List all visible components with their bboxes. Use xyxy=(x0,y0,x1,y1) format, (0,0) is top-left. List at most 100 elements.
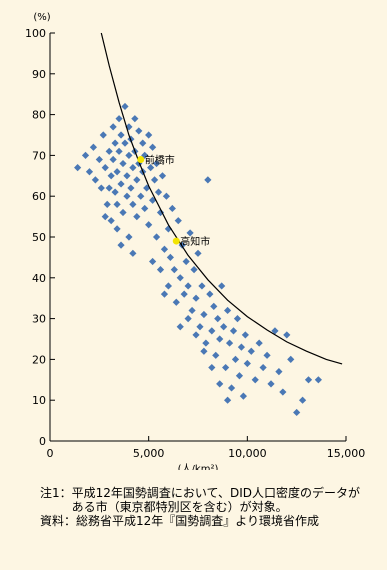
chart-canvas: 0 10 20 30 40 50 60 70 80 90 100 0 5,000 10,000 15,000… xyxy=(25,12,365,470)
scatter-point xyxy=(225,339,234,347)
highlight-point xyxy=(172,237,180,245)
scatter-point xyxy=(255,339,263,347)
scatter-point xyxy=(133,213,141,221)
y-tick-label: 90 xyxy=(32,68,46,81)
y-tick-label: 10 xyxy=(32,394,46,407)
scatter-point xyxy=(74,164,82,172)
scatter-point xyxy=(89,143,98,151)
note-1: 注1： 平成12年国勢調査において、DID人口密度のデータがある市（東京都特別区… xyxy=(40,486,370,514)
scatter-point xyxy=(95,155,103,164)
x-tick-label: 10,000 xyxy=(228,447,267,460)
data-points xyxy=(74,102,322,417)
scatter-point xyxy=(224,306,232,315)
scatter-point xyxy=(117,131,125,139)
scatter-point xyxy=(162,192,171,200)
source-label: 資料： xyxy=(40,514,77,528)
scatter-point xyxy=(174,217,182,225)
scatter-point xyxy=(107,217,115,225)
scatter-point xyxy=(283,331,291,339)
x-tick-label: 15,000 xyxy=(327,447,366,460)
scatter-point xyxy=(206,290,214,298)
source-note: 資料： 総務省平成12年『国勢調査』より環境省作成 xyxy=(40,514,370,528)
scatter-point xyxy=(275,368,283,376)
scatter-point xyxy=(109,123,117,131)
scatter-point xyxy=(129,249,137,257)
scatter-point xyxy=(131,115,139,123)
scatter-point xyxy=(91,176,99,184)
scatter-point xyxy=(227,384,236,392)
scatter-point xyxy=(247,347,255,355)
scatter-point xyxy=(166,253,174,261)
scatter-point xyxy=(176,323,184,331)
scatter-point xyxy=(119,208,127,217)
scatter-point xyxy=(298,396,307,404)
scatter-point xyxy=(204,176,212,184)
scatter-point xyxy=(216,335,224,343)
scatter-point xyxy=(158,172,167,180)
scatter-point xyxy=(170,266,178,274)
scatter-point xyxy=(115,115,123,123)
scatter-point xyxy=(160,245,169,253)
scatter-point xyxy=(263,351,271,359)
y-tick-label: 40 xyxy=(32,272,46,285)
scatter-point xyxy=(220,323,228,331)
scatter-point xyxy=(196,323,204,331)
scatter-point xyxy=(105,147,113,155)
scatter-point xyxy=(103,200,111,208)
scatter-point xyxy=(235,372,244,380)
scatter-point xyxy=(156,266,165,274)
scatter-point xyxy=(239,392,247,400)
regression-curve xyxy=(100,32,343,365)
scatter-point xyxy=(160,290,169,298)
scatter-point xyxy=(149,143,157,151)
x-tick-label: 0 xyxy=(47,447,54,460)
scatter-point xyxy=(156,208,165,217)
scatter-point xyxy=(145,221,153,229)
scatter-point xyxy=(198,282,206,290)
chart-notes: 注1： 平成12年国勢調査において、DID人口密度のデータがある市（東京都特別区… xyxy=(40,486,370,528)
axes: 0 10 20 30 40 50 60 70 80 90 100 0 5,000 10,000 15,000… xyxy=(25,12,365,470)
highlight-point xyxy=(137,155,145,163)
scatter-point xyxy=(152,233,161,241)
source-text: 総務省平成12年『国勢調査』より環境省作成 xyxy=(76,514,320,528)
note-1-label: 注1： xyxy=(40,486,72,500)
regression-curve-layer xyxy=(100,32,343,365)
scatter-point xyxy=(133,176,141,184)
scatter-point xyxy=(208,327,216,335)
scatter-point xyxy=(200,347,208,355)
scatter-point xyxy=(135,127,143,135)
y-tick-label: 100 xyxy=(25,27,46,40)
scatter-point xyxy=(271,327,279,335)
y-axis-label: (%) xyxy=(33,12,50,23)
scatter-point xyxy=(210,302,218,310)
highlight-label: 前橋市 xyxy=(145,153,175,166)
scatter-point xyxy=(145,131,153,139)
scatter-point xyxy=(304,376,313,384)
y-tick-label: 60 xyxy=(32,190,46,203)
scatter-point xyxy=(121,139,129,147)
scatter-chart: 0 10 20 30 40 50 60 70 80 90 100 0 5,000 10,000 15,000… xyxy=(25,12,365,470)
scatter-point xyxy=(117,241,125,249)
scatter-point xyxy=(200,310,208,319)
scatter-point xyxy=(97,184,105,192)
scatter-point xyxy=(267,380,275,388)
scatter-point xyxy=(150,176,159,184)
scatter-point xyxy=(99,131,107,139)
scatter-point xyxy=(229,327,238,335)
scatter-point xyxy=(182,257,190,266)
scatter-point xyxy=(115,147,123,155)
scatter-point xyxy=(222,363,230,372)
scatter-point xyxy=(123,172,131,180)
scatter-point xyxy=(251,376,259,384)
scatter-point xyxy=(192,331,200,339)
scatter-point xyxy=(139,139,147,147)
scatter-point xyxy=(154,188,163,196)
scatter-point xyxy=(216,380,224,388)
scatter-point xyxy=(129,164,137,172)
x-axis-label: (人/km²) xyxy=(178,463,219,470)
scatter-point xyxy=(241,331,249,339)
scatter-point xyxy=(123,192,131,200)
scatter-point xyxy=(81,151,90,159)
scatter-point xyxy=(233,315,242,323)
